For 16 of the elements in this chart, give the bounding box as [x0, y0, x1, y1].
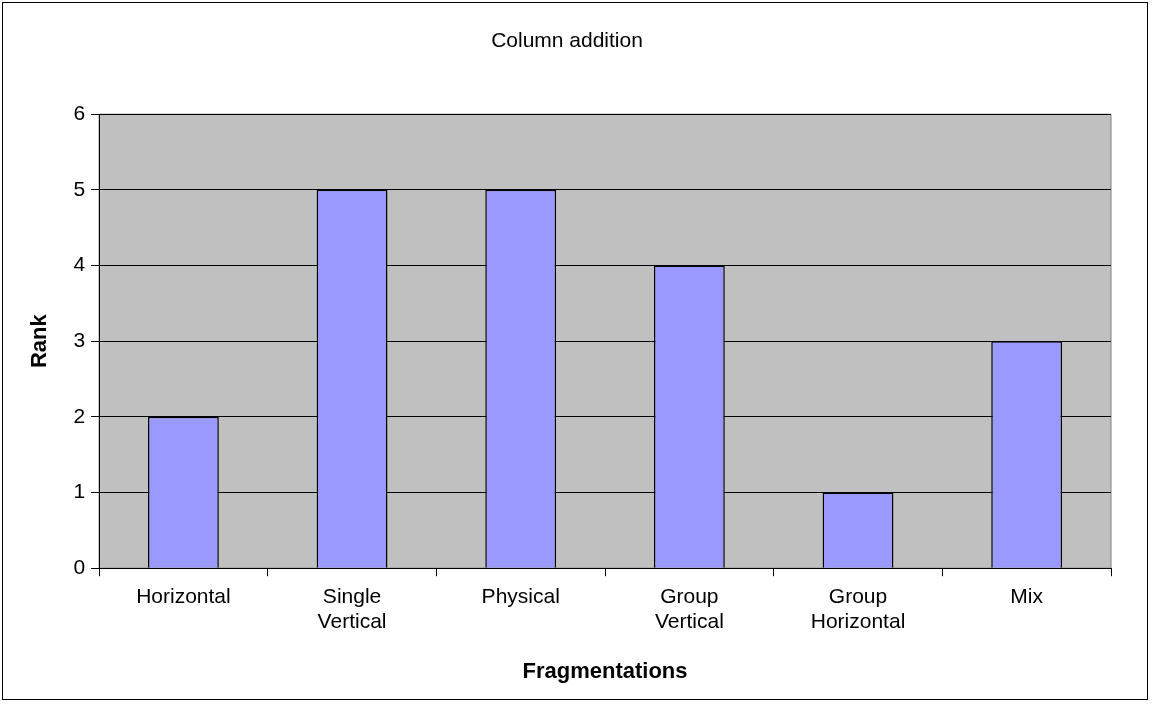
y-tick-label: 0 [73, 555, 86, 578]
x-axis-title: Fragmentations [522, 657, 688, 683]
x-tick-label: Mix [1010, 583, 1044, 607]
x-tick-label: Group Horizontal [810, 583, 906, 632]
y-tick-label: 2 [73, 403, 86, 427]
y-tick-label: 3 [73, 328, 86, 351]
x-tick-label: Physical [481, 583, 560, 607]
chart-title: Column addition [491, 28, 643, 52]
y-tick-label: 5 [73, 176, 86, 200]
x-tick-label: Group Vertical [654, 583, 724, 632]
x-tick-label: Single Vertical [317, 583, 387, 632]
y-tick-label: 6 [73, 101, 86, 124]
x-tick-label: Horizontal [136, 583, 231, 607]
y-axis-title: Rank [26, 313, 52, 369]
y-tick-label: 1 [73, 479, 86, 503]
y-tick-label: 4 [73, 252, 86, 276]
